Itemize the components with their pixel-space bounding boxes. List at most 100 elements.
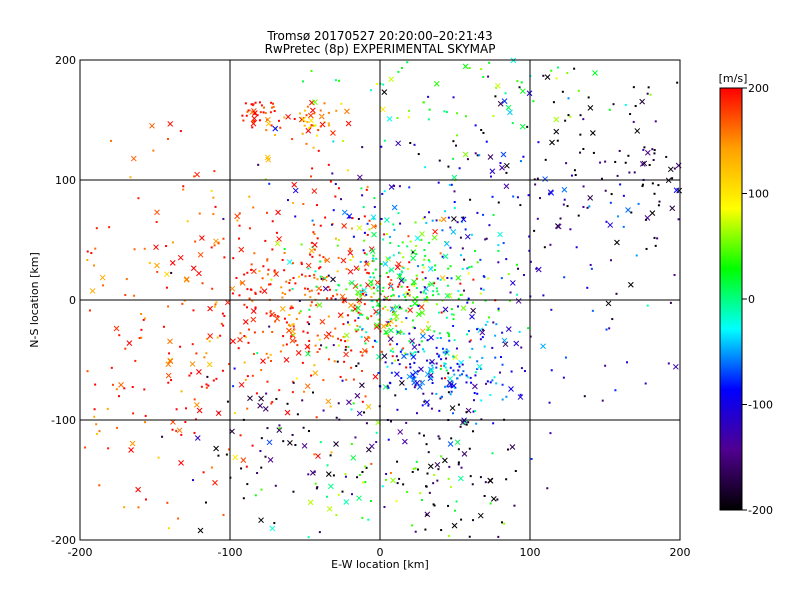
- echo-point: [370, 462, 373, 465]
- echo-point: [563, 276, 566, 279]
- echo-point: [520, 346, 523, 349]
- echo-point: [179, 345, 182, 348]
- echo-point: [248, 227, 251, 230]
- echo-point: [243, 303, 246, 306]
- echo-point: [399, 222, 402, 225]
- echo-point: [269, 310, 272, 313]
- echo-point: [398, 283, 401, 286]
- echo-point-x: [428, 366, 434, 373]
- echo-point: [435, 392, 438, 395]
- echo-point: [453, 201, 456, 204]
- echo-point: [264, 455, 267, 458]
- echo-point: [350, 349, 353, 352]
- echo-point: [582, 205, 585, 208]
- echo-point: [227, 448, 230, 451]
- echo-point: [337, 187, 340, 190]
- echo-point: [489, 381, 492, 384]
- echo-point: [206, 375, 209, 378]
- echo-point: [491, 452, 494, 455]
- echo-point: [332, 344, 335, 347]
- echo-point: [493, 376, 496, 379]
- echo-point: [326, 297, 329, 300]
- echo-point: [360, 369, 363, 372]
- echo-point: [409, 240, 412, 243]
- echo-point: [425, 221, 428, 224]
- echo-point: [605, 328, 608, 331]
- echo-point: [253, 331, 256, 334]
- y-tick-label: -100: [51, 414, 76, 427]
- echo-point: [463, 289, 466, 292]
- echo-point: [361, 400, 364, 403]
- echo-point: [264, 178, 267, 181]
- echo-point: [484, 323, 487, 326]
- echo-point-x: [304, 383, 311, 390]
- echo-point: [334, 298, 337, 301]
- echo-point: [564, 356, 567, 359]
- echo-point: [124, 294, 127, 297]
- echo-point: [337, 344, 340, 347]
- echo-point-x: [376, 353, 382, 360]
- echo-point-x: [447, 441, 454, 447]
- echo-point: [400, 348, 403, 351]
- echo-point: [262, 330, 265, 333]
- echo-point: [238, 237, 241, 240]
- echo-point: [257, 163, 260, 166]
- echo-point: [142, 318, 145, 321]
- echo-point: [450, 437, 453, 440]
- echo-point-x: [419, 328, 426, 335]
- echo-point: [349, 247, 352, 250]
- echo-point: [490, 175, 493, 178]
- echo-point: [387, 438, 390, 441]
- echo-point: [447, 267, 450, 270]
- echo-point: [564, 119, 567, 122]
- echo-point: [270, 124, 273, 127]
- echo-point: [283, 247, 286, 250]
- echo-point: [402, 293, 405, 296]
- echo-point: [657, 184, 660, 187]
- echo-point-x: [305, 262, 312, 269]
- echo-point: [440, 377, 443, 380]
- y-tick-label: 0: [69, 294, 76, 307]
- echo-point: [259, 111, 262, 114]
- echo-point-x: [242, 318, 249, 325]
- echo-point: [298, 312, 301, 315]
- echo-point-x: [292, 187, 299, 194]
- echo-point: [609, 259, 612, 262]
- colorbar-tick-label: 100: [748, 188, 769, 201]
- echo-point: [315, 487, 318, 490]
- echo-point: [94, 247, 97, 250]
- echo-point: [345, 288, 348, 291]
- echo-point: [406, 490, 409, 493]
- echo-point-x: [440, 216, 447, 223]
- echo-point: [259, 450, 262, 453]
- echo-point: [569, 115, 572, 118]
- echo-point: [416, 468, 419, 471]
- echo-point-x: [427, 266, 434, 272]
- echo-point: [170, 271, 173, 274]
- echo-point: [397, 70, 400, 73]
- echo-point-x: [370, 214, 377, 221]
- echo-point: [266, 259, 269, 262]
- echo-point: [486, 320, 489, 323]
- echo-point-x: [460, 216, 467, 223]
- echo-point: [458, 167, 461, 170]
- echo-point: [372, 286, 375, 289]
- echo-point: [401, 66, 404, 69]
- echo-point-x: [365, 403, 372, 410]
- echo-point: [143, 317, 146, 320]
- echo-point: [482, 75, 485, 78]
- echo-point-x: [507, 109, 513, 116]
- echo-point: [628, 171, 631, 174]
- echo-point: [641, 183, 644, 186]
- echo-point: [457, 461, 460, 464]
- echo-point: [251, 104, 254, 107]
- echo-point: [466, 158, 469, 161]
- echo-point: [579, 151, 582, 154]
- echo-point-x: [427, 463, 434, 470]
- echo-point: [316, 334, 319, 337]
- echo-point: [450, 308, 453, 311]
- echo-point: [398, 273, 401, 276]
- echo-point: [562, 203, 565, 206]
- echo-point: [193, 431, 196, 434]
